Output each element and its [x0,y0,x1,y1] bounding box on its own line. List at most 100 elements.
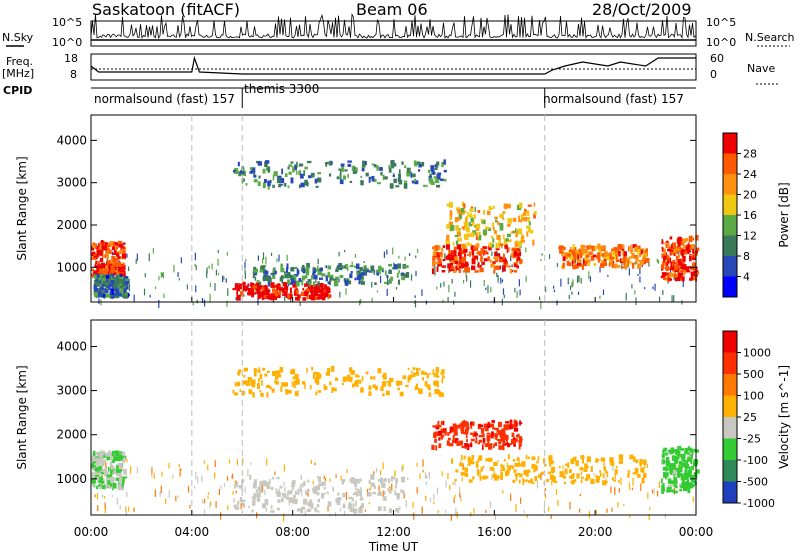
region-cell [514,263,517,267]
region-cell [502,253,505,260]
region-cell [348,503,352,510]
region-cell [667,451,670,455]
region-cell [676,451,681,457]
region-cell [467,233,472,237]
region-cell [680,258,683,261]
region-cell [475,463,479,468]
noise-cell [459,492,461,498]
noise-cell [637,274,639,277]
region-cell [538,474,541,478]
noise-cell [412,502,414,508]
region-cell [124,280,129,286]
region-cell [110,267,115,273]
noise-cell [647,492,649,499]
region-cell [335,498,337,503]
region-cell [474,433,478,436]
region-cell [248,290,251,296]
region-cell [692,251,696,255]
region-cell [261,380,263,386]
region-cell [108,265,111,272]
region-cell [482,246,487,250]
noise-cell [553,289,556,293]
region-cell [102,267,107,274]
region-cell [291,381,294,387]
region-cell [441,269,446,273]
region-cell [269,386,272,390]
region-cell [395,185,400,188]
region-cell [284,273,289,279]
noise-cell [194,485,196,489]
region-cell [611,477,615,481]
region-cell [118,250,123,255]
region-cell [266,484,271,490]
noise-cell [282,513,285,522]
noise-cell [226,252,229,256]
region-cell [92,244,96,249]
region-cell [259,480,263,487]
noise-cell [526,514,528,518]
region-cell [454,478,457,482]
region-cell [292,376,296,380]
noise-cell [485,287,487,291]
region-cell [299,173,304,179]
region-cell [438,391,442,396]
region-cell [689,451,693,456]
region-cell [491,235,494,239]
region-cell [119,264,124,270]
noise-cell [195,265,197,271]
region-cell [688,468,693,474]
region-cell [680,448,685,451]
region-cell [116,246,118,250]
region-cell [533,469,536,473]
region-cell [495,434,498,440]
region-cell [579,467,584,471]
noise-cell [556,262,559,268]
noise-cell [376,290,379,293]
region-cell [264,160,270,164]
region-cell [275,371,280,375]
region-cell [482,229,488,236]
region-cell [358,279,361,285]
region-cell [120,285,123,289]
region-cell [456,232,461,237]
noise-cell [548,506,550,512]
region-cell [570,250,575,256]
region-cell [99,289,103,294]
region-cell [681,479,685,484]
noise-cell [602,289,605,295]
noise-cell [428,472,430,480]
region-cell [645,257,650,263]
region-cell [523,216,528,222]
region-cell [251,496,256,499]
region-cell [665,265,669,272]
region-cell [629,454,634,460]
region-cell [633,456,636,462]
region-cell [336,266,341,270]
noise-cell [514,288,516,293]
region-cell [598,248,602,255]
region-cell [550,467,554,471]
region-cell [505,442,510,445]
region-cell [304,166,308,170]
noise-cell [310,459,312,465]
region-cell [613,263,618,269]
region-cell [305,291,309,295]
noise-cell [607,274,609,277]
noise-cell [175,495,177,502]
noise-cell [160,272,162,278]
region-cell [252,496,256,502]
noise-cell [173,264,175,273]
region-cell [233,504,238,508]
region-cell [110,288,114,295]
region-cell [388,164,391,169]
region-cell [249,167,253,171]
noise-cell [449,484,451,491]
region-cell [590,466,593,472]
region-cell [511,432,515,438]
region-cell [237,161,240,167]
nsearch-tick-top: 10^5 [706,16,737,29]
region-cell [271,388,275,393]
region-cell [276,491,281,497]
noise-cell [614,487,616,496]
noise-cell [541,475,543,480]
